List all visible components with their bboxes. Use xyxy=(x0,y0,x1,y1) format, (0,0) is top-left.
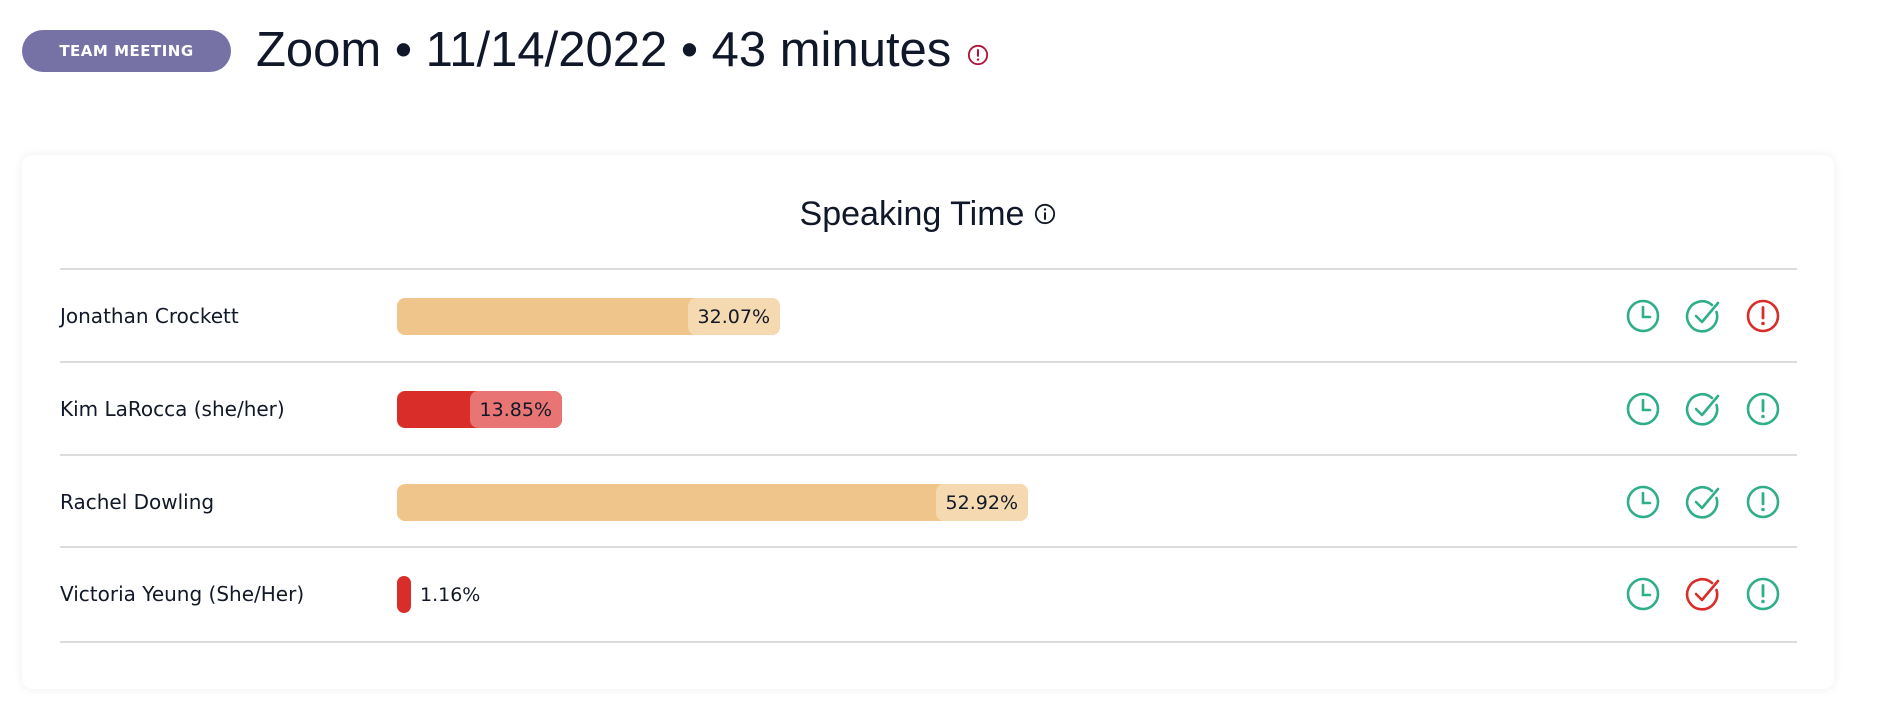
speaking-time-bar xyxy=(397,576,411,613)
percent-label: 32.07% xyxy=(687,298,780,335)
row-divider xyxy=(60,641,1797,643)
participant-row: Rachel Dowling 52.92% xyxy=(60,455,1797,548)
alert-circle-icon[interactable] xyxy=(1745,391,1781,427)
clock-icon[interactable] xyxy=(1625,391,1661,427)
alert-circle-icon[interactable] xyxy=(1745,576,1781,612)
page-title: Zoom • 11/14/2022 • 43 minutes xyxy=(256,22,989,78)
check-circle-icon[interactable] xyxy=(1685,391,1721,427)
speaking-time-bar: 52.92% xyxy=(397,484,1028,521)
speaking-time-card: Speaking Time Jonathan Crockett 32.07% Kim… xyxy=(22,155,1834,689)
row-divider xyxy=(60,454,1797,456)
clock-icon[interactable] xyxy=(1625,576,1661,612)
alert-circle-icon[interactable] xyxy=(1745,484,1781,520)
card-title: Speaking Time xyxy=(22,195,1834,234)
row-divider xyxy=(60,268,1797,270)
status-icons xyxy=(1625,547,1797,640)
alert-circle-icon[interactable] xyxy=(1745,298,1781,334)
participant-name: Kim LaRocca (she/her) xyxy=(60,396,285,421)
row-divider xyxy=(60,546,1797,548)
alert-circle-icon[interactable] xyxy=(967,22,989,78)
status-icons xyxy=(1625,269,1797,362)
status-icons xyxy=(1625,362,1797,455)
meeting-title-text: Zoom • 11/14/2022 • 43 minutes xyxy=(256,23,952,77)
meeting-type-badge: TEAM MEETING xyxy=(22,30,231,72)
participant-name: Victoria Yeung (She/Her) xyxy=(60,581,305,606)
participant-name: Jonathan Crockett xyxy=(60,303,239,328)
row-divider xyxy=(60,361,1797,363)
participant-row: Jonathan Crockett 32.07% xyxy=(60,269,1797,362)
card-title-text: Speaking Time xyxy=(799,195,1025,233)
participant-row: Kim LaRocca (she/her) 13.85% xyxy=(60,362,1797,455)
speaking-time-bar: 32.07% xyxy=(397,298,780,335)
participant-row: Victoria Yeung (She/Her) 1.16% xyxy=(60,547,1797,640)
clock-icon[interactable] xyxy=(1625,298,1661,334)
check-circle-icon[interactable] xyxy=(1685,484,1721,520)
info-icon[interactable] xyxy=(1034,195,1056,234)
status-icons xyxy=(1625,455,1797,548)
participant-name: Rachel Dowling xyxy=(60,489,215,514)
percent-label: 13.85% xyxy=(469,391,562,428)
check-circle-icon[interactable] xyxy=(1685,298,1721,334)
percent-label: 52.92% xyxy=(935,484,1028,521)
speaking-time-bar: 13.85% xyxy=(397,391,562,428)
percent-label: 1.16% xyxy=(420,583,481,606)
check-circle-icon[interactable] xyxy=(1685,576,1721,612)
clock-icon[interactable] xyxy=(1625,484,1661,520)
